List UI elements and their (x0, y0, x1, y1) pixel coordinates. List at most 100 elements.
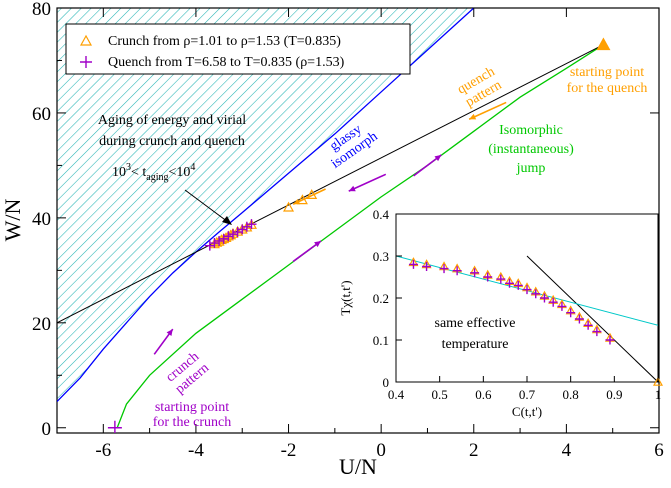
quench-arrow-1 (468, 101, 507, 120)
inset-y-tick-label: 0.3 (373, 249, 389, 264)
y-tick-label: 40 (32, 209, 51, 230)
x-tick-label: 4 (562, 440, 572, 461)
inset-x-tick-label: 0.4 (388, 387, 405, 402)
quench-arrow-black (348, 173, 387, 192)
inset-quench-point (539, 293, 549, 303)
inset-quench-point (605, 335, 615, 345)
inset-quench-point (483, 272, 493, 282)
legend: Crunch from ρ=1.01 to ρ=1.53 (T=0.835) Q… (65, 23, 411, 75)
inset-y-tick-label: 0 (383, 375, 390, 390)
quench-point (209, 238, 220, 249)
inset-quench-point (439, 264, 449, 274)
inset-quench-point (574, 314, 584, 324)
x-tick-label: 6 (654, 440, 664, 461)
y-tick-label: 0 (42, 419, 52, 440)
y-tick-label: 80 (32, 0, 51, 20)
crunch-arrow-1-head (166, 329, 173, 336)
inset-quench-point (505, 278, 515, 288)
legend-triangle (79, 34, 93, 46)
inset-ticks: 0.4 0.5 0.6 0.7 0.8 0.9 1 0 0.1 0.2 0.3 0.4 (373, 207, 662, 402)
annotation-crunch-start: starting point for the crunch (153, 400, 232, 430)
legend-label-crunch: Crunch from ρ=1.01 to ρ=1.53 (T=0.835) (108, 34, 341, 49)
inset-y-axis-label: Tχ(t,t') (338, 280, 353, 315)
y-axis-label: W/N (0, 199, 25, 242)
inset-x-tick-label: 1 (655, 387, 662, 402)
inset-quench-point (592, 327, 602, 337)
legend-marker-quench (80, 56, 92, 68)
inset-y-tick-label: 0.1 (373, 333, 389, 348)
x-tick-label: -2 (281, 440, 297, 461)
crunch-arrow-2-head (314, 240, 321, 248)
main-plot-frame (56, 7, 660, 434)
inset-quench-point (583, 320, 593, 330)
annotation-aging-range: 103< taging<104 (112, 162, 195, 183)
inset-x-tick-label: 0.9 (606, 387, 622, 402)
inset-background (395, 213, 659, 383)
legend-marker-crunch (79, 34, 93, 46)
quench-point (227, 229, 238, 240)
quench-start-point (596, 37, 611, 51)
inset-quench-point (452, 266, 462, 276)
inset-quench-point (496, 274, 506, 284)
inset-x-tick-label: 0.5 (432, 387, 448, 402)
annotation-aging: Aging of energy and virial during crunch … (98, 113, 246, 149)
series-line-2 (57, 44, 604, 324)
x-tick-label: -6 (95, 440, 111, 461)
inset-x-axis-label: C(t,t') (512, 404, 542, 419)
inset-quench-point (422, 262, 432, 271)
quench-point (237, 224, 248, 235)
quench-arrow-2-head (293, 198, 301, 205)
inset-x-tick-label: 0.8 (563, 387, 579, 402)
pattern-arrows (153, 101, 507, 355)
main-points (107, 37, 611, 433)
x-tick-label: -4 (188, 440, 204, 461)
quench-point (204, 240, 215, 251)
crunch-point (283, 201, 295, 212)
inset-quench-point (557, 301, 567, 311)
inset-quench-point (470, 268, 480, 278)
legend-box (65, 23, 411, 75)
inset-crunch-point (652, 376, 664, 386)
aging-arrow (184, 189, 229, 223)
inset-x-tick-label: 0.7 (519, 387, 536, 402)
inset-y-tick-label: 0.4 (373, 207, 390, 222)
quench-point (223, 231, 234, 242)
inset-plot: 0.4 0.5 0.6 0.7 0.8 0.9 1 0 0.1 0.2 0.3 0.4 C(t,t')… (338, 207, 664, 419)
annotation-quench-start: starting point for the quench (567, 65, 648, 96)
quench-point (246, 219, 257, 230)
legend-plus (80, 56, 92, 68)
inset-annotation-same-effective-temperature: same effective temperature (435, 316, 516, 352)
inset-quench-point (408, 259, 418, 269)
quench-point (232, 227, 243, 238)
inset-quench-point (548, 297, 558, 307)
quench-point (107, 420, 122, 433)
legend-label-quench: Quench from T=6.58 to T=0.835 (ρ=1.53) (108, 55, 345, 70)
quench-point (214, 235, 225, 246)
annotation-isomorphic-jump: Isomorphic (instantaneous) jump (488, 123, 574, 176)
x-axis-label: U/N (339, 454, 377, 479)
x-tick-label: 2 (469, 440, 479, 461)
inset-points (408, 257, 664, 386)
y-tick-label: 20 (32, 314, 51, 335)
main-lines (57, 8, 604, 428)
glassy-region-hatch (57, 8, 474, 402)
inset-quench-point (522, 285, 532, 295)
series-line-0 (57, 8, 475, 402)
crunch-arrow-3-head (434, 154, 442, 162)
inset-quench-point (513, 280, 523, 290)
inset-quench-point (531, 289, 541, 299)
x-tick-label: 0 (376, 440, 386, 461)
quench-point (241, 221, 252, 232)
quench-point (218, 233, 229, 244)
quench-arrow-1-head (469, 113, 477, 120)
inset-quench-point (566, 308, 576, 318)
aging-arrowhead (222, 216, 232, 225)
annotation-quench-pattern: quenchpattern (455, 64, 505, 110)
quench-arrow-black-head (348, 185, 356, 192)
y-tick-label: 60 (32, 104, 51, 125)
inset-y-tick-label: 0.2 (373, 291, 389, 306)
series-line-1 (116, 44, 604, 428)
